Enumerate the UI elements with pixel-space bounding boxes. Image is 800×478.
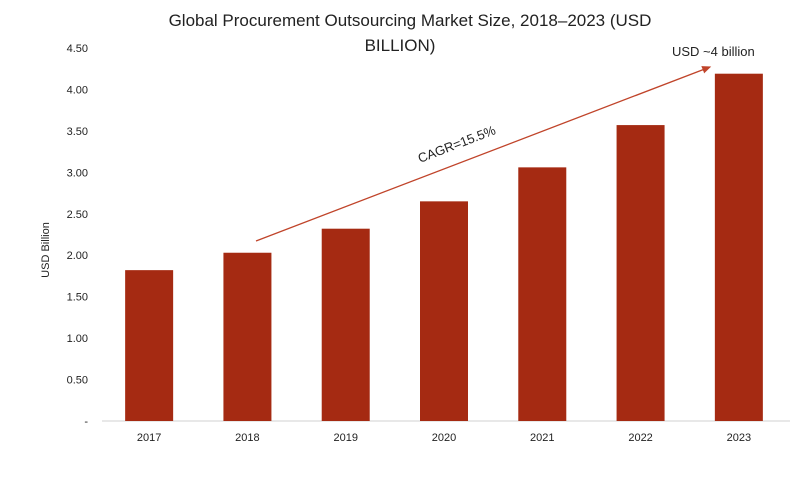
y-tick-label: 2.50 [67,209,88,221]
y-tick-label: 0.50 [67,375,88,387]
bars [125,73,763,421]
bar-2020 [420,201,468,421]
chart-title-line-1: Global Procurement Outsourcing Market Si… [169,11,652,30]
bar-2017 [125,270,174,421]
y-tick-label: 4.50 [67,43,88,55]
y-tick-label: 1.50 [67,292,88,304]
x-tick-label: 2019 [333,432,357,444]
x-tick-label: 2023 [727,432,751,444]
bar-2022 [616,125,665,421]
y-tick-label: 3.50 [67,126,88,138]
y-tick-label: 1.00 [67,333,88,345]
bar-2021 [518,167,567,421]
bar-2018 [223,252,272,421]
y-axis: - 0.50 1.00 1.50 2.00 2.50 3.00 3.50 4.00 4.50 [67,43,89,428]
bar-2019 [321,228,370,421]
x-tick-label: 2021 [530,432,554,444]
y-tick-label: 2.00 [67,250,88,262]
y-tick-label: - [84,416,88,428]
x-tick-label: 2018 [235,432,259,444]
x-tick-label: 2020 [432,432,456,444]
y-tick-label: 4.00 [67,84,88,96]
cagr-arrow [255,66,712,242]
bar-2023 [714,73,763,421]
chart-title-line-2: BILLION) [365,36,436,55]
y-axis-label: USD Billion [40,222,52,278]
x-tick-label: 2022 [628,432,652,444]
cagr-label: CAGR=15.5% [416,122,498,166]
end-value-label: USD ~4 billion [672,44,755,59]
x-axis: 2017 2018 2019 2020 2021 2022 2023 [137,432,751,444]
y-tick-label: 3.00 [67,167,88,179]
x-tick-label: 2017 [137,432,161,444]
